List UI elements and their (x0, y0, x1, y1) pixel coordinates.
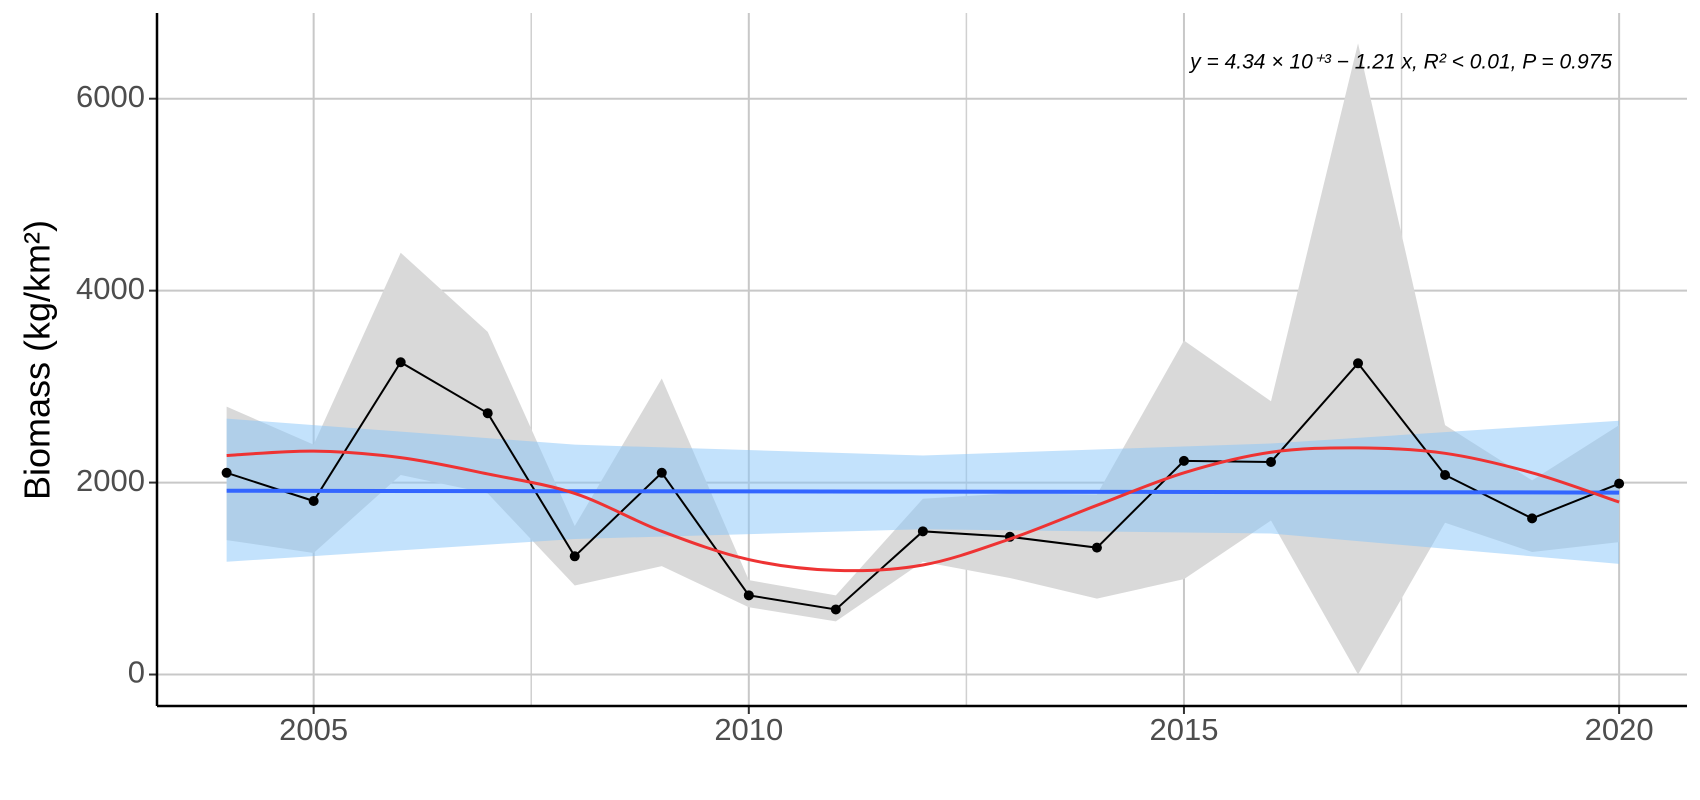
data-point (743, 590, 754, 601)
data-point (569, 551, 580, 562)
data-point (1440, 470, 1451, 480)
data-point (656, 467, 667, 478)
data-point (1353, 358, 1364, 369)
data-point (1614, 478, 1625, 489)
trend-line (226, 488, 1620, 495)
data-point (395, 357, 406, 368)
annotation: y = 4.34 × 10⁺³ − 1.21 x, R² < 0.01, P =… (1188, 51, 1612, 74)
data-point (1527, 513, 1538, 524)
x-tick-label: 2010 (714, 712, 783, 747)
data-point (1091, 542, 1102, 553)
data-point (482, 408, 493, 419)
x-tick-label: 2005 (279, 712, 348, 747)
y-tick-label: 6000 (76, 79, 145, 114)
data-point (308, 496, 319, 507)
y-axis-label: Biomass (kg/km²) (17, 220, 58, 500)
y-tick-label: 0 (128, 655, 145, 690)
x-tick-label: 2020 (1585, 712, 1654, 747)
data-point (1265, 456, 1276, 467)
error-band (226, 43, 1620, 675)
data-point (830, 604, 841, 615)
data-point (917, 526, 928, 537)
x-tick-label: 2015 (1149, 712, 1218, 747)
data-point (221, 467, 232, 478)
smooth-line (226, 446, 1620, 573)
y-tick-label: 2000 (76, 463, 145, 498)
data-point (1178, 455, 1189, 466)
y-tick-label: 4000 (76, 271, 145, 306)
